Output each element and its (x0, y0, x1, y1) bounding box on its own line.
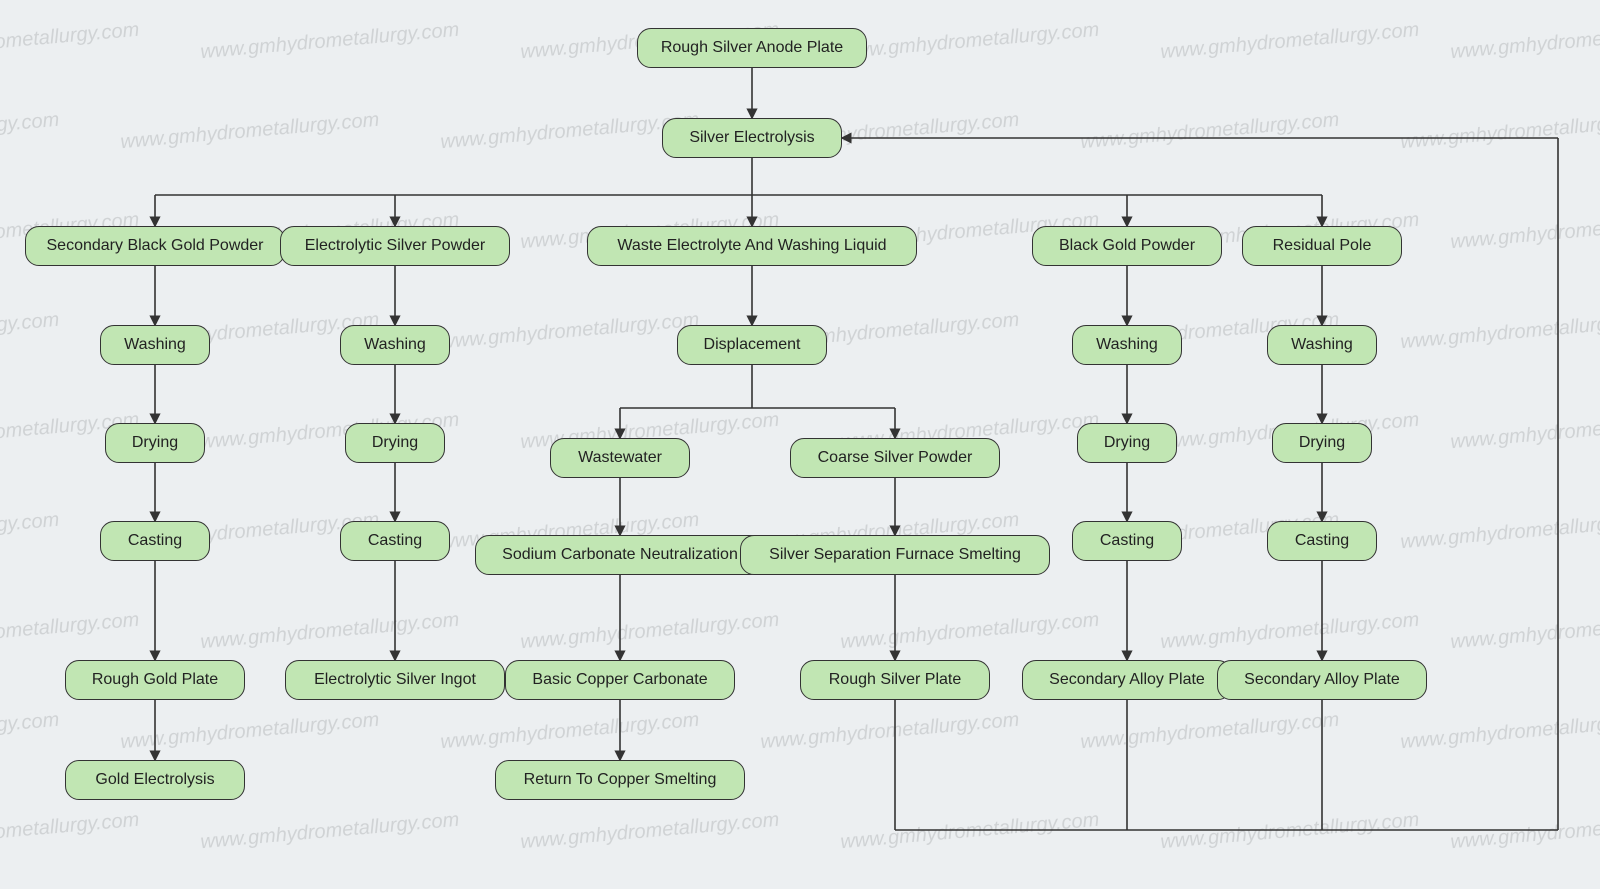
flow-node: Secondary Alloy Plate (1022, 660, 1232, 700)
flow-node: Black Gold Powder (1032, 226, 1222, 266)
flow-node: Return To Copper Smelting (495, 760, 745, 800)
flow-node: Casting (340, 521, 450, 561)
flow-node: Drying (105, 423, 205, 463)
flow-node: Waste Electrolyte And Washing Liquid (587, 226, 917, 266)
flow-node: Rough Silver Plate (800, 660, 990, 700)
flow-node: Casting (1267, 521, 1377, 561)
flow-node: Washing (1267, 325, 1377, 365)
flow-node: Sodium Carbonate Neutralization (475, 535, 765, 575)
flow-node: Rough Silver Anode Plate (637, 28, 867, 68)
flow-node: Casting (1072, 521, 1182, 561)
flow-node: Rough Gold Plate (65, 660, 245, 700)
flow-node: Wastewater (550, 438, 690, 478)
flow-node: Displacement (677, 325, 827, 365)
flow-node: Washing (100, 325, 210, 365)
flow-node: Secondary Alloy Plate (1217, 660, 1427, 700)
flow-node: Residual Pole (1242, 226, 1402, 266)
flow-node: Drying (345, 423, 445, 463)
flow-node: Washing (340, 325, 450, 365)
flow-node: Washing (1072, 325, 1182, 365)
flow-node: Drying (1272, 423, 1372, 463)
flow-node: Secondary Black Gold Powder (25, 226, 285, 266)
flow-node: Casting (100, 521, 210, 561)
flow-node: Drying (1077, 423, 1177, 463)
flow-node: Silver Separation Furnace Smelting (740, 535, 1050, 575)
flow-node: Basic Copper Carbonate (505, 660, 735, 700)
flow-node: Coarse Silver Powder (790, 438, 1000, 478)
flow-node: Electrolytic Silver Powder (280, 226, 510, 266)
flow-node: Gold Electrolysis (65, 760, 245, 800)
flow-node: Electrolytic Silver Ingot (285, 660, 505, 700)
flow-node: Silver Electrolysis (662, 118, 842, 158)
